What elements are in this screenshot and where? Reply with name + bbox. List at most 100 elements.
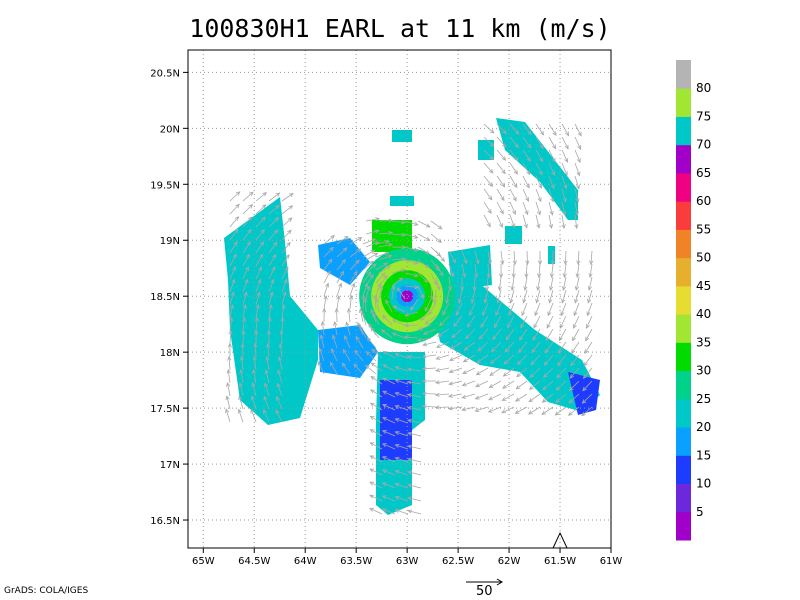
wind-vector xyxy=(584,341,593,354)
wind-vector xyxy=(323,235,335,245)
wind-vector xyxy=(493,315,502,328)
wind-vector xyxy=(267,343,270,358)
wind-vector xyxy=(242,279,248,293)
wind-vector xyxy=(574,162,580,176)
wind-vector xyxy=(417,337,432,341)
wind-vector xyxy=(548,162,555,176)
wind-vector xyxy=(349,283,355,297)
wind-vector xyxy=(334,321,338,336)
colorbar-label: 80 xyxy=(696,81,711,95)
wind-vector xyxy=(407,432,422,437)
wind-vector xyxy=(250,409,257,423)
wind-vector xyxy=(407,394,422,398)
colorbar-swatch xyxy=(676,116,691,146)
wind-vector xyxy=(242,229,252,241)
wind-vector xyxy=(532,328,541,341)
wind-vector xyxy=(522,201,529,215)
wind-vector xyxy=(490,354,502,364)
wind-vector xyxy=(268,266,276,280)
wind-vector xyxy=(264,383,270,397)
wind-vector xyxy=(574,149,581,163)
wind-vector xyxy=(268,304,272,319)
wind-vector xyxy=(544,341,554,353)
wind-vector xyxy=(417,259,430,268)
wind-vector xyxy=(548,123,557,136)
wind-vector xyxy=(395,444,409,450)
colorbar-swatch xyxy=(676,172,691,202)
wind-vector xyxy=(548,188,554,202)
wind-vector xyxy=(383,351,396,359)
wind-vector xyxy=(268,279,274,293)
wind-vector xyxy=(226,396,231,410)
wind-vector xyxy=(349,295,352,310)
wind-vector xyxy=(349,248,361,258)
wind-vector xyxy=(477,341,489,352)
wind-vector xyxy=(534,302,541,316)
wind-vector xyxy=(362,271,371,284)
wind-vector xyxy=(382,390,396,398)
wind-vector xyxy=(430,259,440,271)
wind-vector xyxy=(404,324,419,326)
wind-vector xyxy=(227,369,231,384)
wind-vector xyxy=(526,250,528,265)
wind-vector xyxy=(242,254,250,267)
wind-vector xyxy=(407,356,422,359)
wind-vector xyxy=(509,123,519,135)
storm-marker-triangle xyxy=(552,531,568,549)
wind-vector xyxy=(430,246,441,257)
wind-vector xyxy=(275,409,283,423)
wind-vector xyxy=(517,354,528,365)
wind-vector xyxy=(476,354,489,364)
wind-vector xyxy=(495,302,502,316)
wind-vector xyxy=(537,276,541,291)
wind-vector xyxy=(355,336,364,349)
wind-vector xyxy=(509,162,518,175)
wind-vector xyxy=(323,259,333,271)
wind-vector xyxy=(391,258,406,261)
wind-vector xyxy=(281,317,284,332)
wind-vector xyxy=(424,298,432,312)
wind-vector xyxy=(417,246,430,255)
wind-vector xyxy=(423,328,437,335)
wind-vector xyxy=(551,263,554,278)
wind-vector xyxy=(479,328,489,340)
wind-vector xyxy=(268,229,278,241)
wind-vector xyxy=(475,380,489,388)
wind-vector xyxy=(268,292,273,306)
wind-vector xyxy=(588,276,593,291)
wind-vector xyxy=(530,354,541,366)
wind-vector xyxy=(336,259,346,271)
wind-vector xyxy=(509,175,518,188)
wind-vector xyxy=(365,252,378,261)
wind-vector xyxy=(241,356,244,371)
wind-vector xyxy=(569,367,580,379)
colorbar-label: 70 xyxy=(696,138,711,152)
wind-vector xyxy=(392,305,406,313)
wind-vector xyxy=(281,242,291,254)
wind-vector xyxy=(281,292,286,306)
wind-vector xyxy=(576,263,580,278)
wind-vector xyxy=(577,250,580,265)
wind-vector xyxy=(448,276,451,291)
wind-vector xyxy=(561,188,567,202)
wind-vector xyxy=(318,361,325,375)
y-tick-label: 16.5N xyxy=(150,516,180,527)
wind-vector xyxy=(395,509,409,515)
wind-vector xyxy=(543,367,554,378)
wind-vector xyxy=(365,274,374,287)
wind-vector xyxy=(583,354,593,366)
wind-vector xyxy=(336,247,348,258)
wind-vector xyxy=(277,383,283,397)
colorbar-label: 65 xyxy=(696,166,711,180)
wind-vector xyxy=(508,302,515,316)
wind-vector xyxy=(369,468,383,476)
storm-position-marker xyxy=(552,531,568,549)
wind-vector xyxy=(556,367,567,379)
wind-vector xyxy=(365,241,379,248)
wind-vector xyxy=(255,279,261,293)
wind-vector xyxy=(448,406,463,410)
wind-speed-field xyxy=(224,118,600,515)
wind-vector xyxy=(423,341,437,346)
wind-vector xyxy=(442,302,450,315)
wind-vector xyxy=(448,250,456,263)
